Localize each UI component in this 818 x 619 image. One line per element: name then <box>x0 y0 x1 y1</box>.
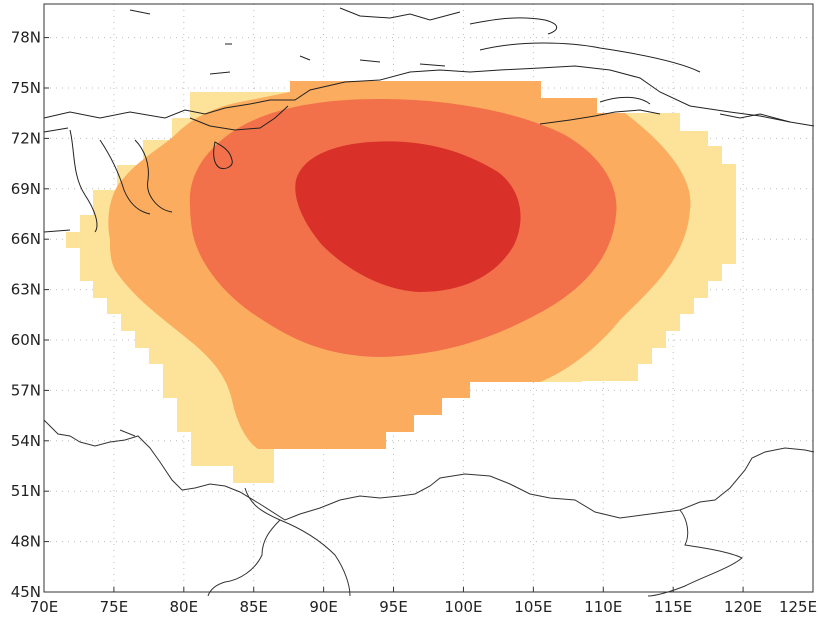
lat-tick-label: 72N <box>11 129 41 147</box>
lat-tick-label: 78N <box>11 29 41 47</box>
lon-tick-label: 120E <box>724 598 762 616</box>
lon-tick-label: 70E <box>30 598 59 616</box>
map-frame <box>43 3 814 593</box>
coastlines <box>43 7 815 233</box>
lon-tick-label: 105E <box>514 598 552 616</box>
lon-tick-label: 95E <box>379 598 408 616</box>
lat-tick-label: 51N <box>11 482 41 500</box>
lat-tick-label: 48N <box>11 533 41 551</box>
lat-tick-label: 75N <box>11 79 41 97</box>
lon-tick-label: 75E <box>100 598 129 616</box>
lon-tick-label: 90E <box>309 598 338 616</box>
lat-tick-label: 63N <box>11 281 41 299</box>
contour-level-4 <box>295 141 521 292</box>
longitude-tick-labels: 70E 75E 80E 85E 90E 95E 100E 105E 110E 115E 120E 12… <box>30 587 817 616</box>
lon-tick-label: 125E <box>779 598 817 616</box>
lon-tick-label: 80E <box>170 598 199 616</box>
lat-tick-label: 54N <box>11 432 41 450</box>
lon-tick-label: 115E <box>654 598 692 616</box>
lat-tick-label: 45N <box>11 583 41 601</box>
lon-tick-label: 100E <box>444 598 482 616</box>
country-borders <box>43 419 815 597</box>
lat-tick-label: 57N <box>11 381 41 399</box>
latitude-tick-labels: 45N 48N 51N 54N 57N 60N 63N 66N 69N 72N 75N 78N <box>11 29 49 601</box>
lat-tick-label: 69N <box>11 180 41 198</box>
lon-tick-label: 85E <box>239 598 268 616</box>
lon-tick-label: 110E <box>584 598 622 616</box>
lat-tick-label: 66N <box>11 230 41 248</box>
lat-tick-label: 60N <box>11 331 41 349</box>
